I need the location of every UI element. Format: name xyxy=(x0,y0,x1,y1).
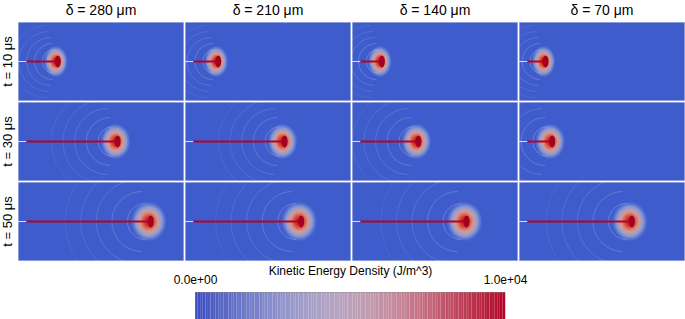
svg-text:δ = 140 μm: δ = 140 μm xyxy=(400,2,471,18)
svg-text:δ = 210 μm: δ = 210 μm xyxy=(233,2,304,18)
svg-text:0.0e+00: 0.0e+00 xyxy=(174,273,218,287)
svg-text:t = 50 μs: t = 50 μs xyxy=(0,196,15,247)
svg-text:1.0e+04: 1.0e+04 xyxy=(484,273,528,287)
svg-text:δ = 70 μm: δ = 70 μm xyxy=(571,2,634,18)
svg-text:δ = 280 μm: δ = 280 μm xyxy=(66,2,137,18)
svg-text:t = 30 μs: t = 30 μs xyxy=(0,116,15,167)
svg-text:t = 10 μs: t = 10 μs xyxy=(0,36,15,87)
svg-text:Kinetic Energy Density (J/m^3): Kinetic Energy Density (J/m^3) xyxy=(269,264,433,278)
